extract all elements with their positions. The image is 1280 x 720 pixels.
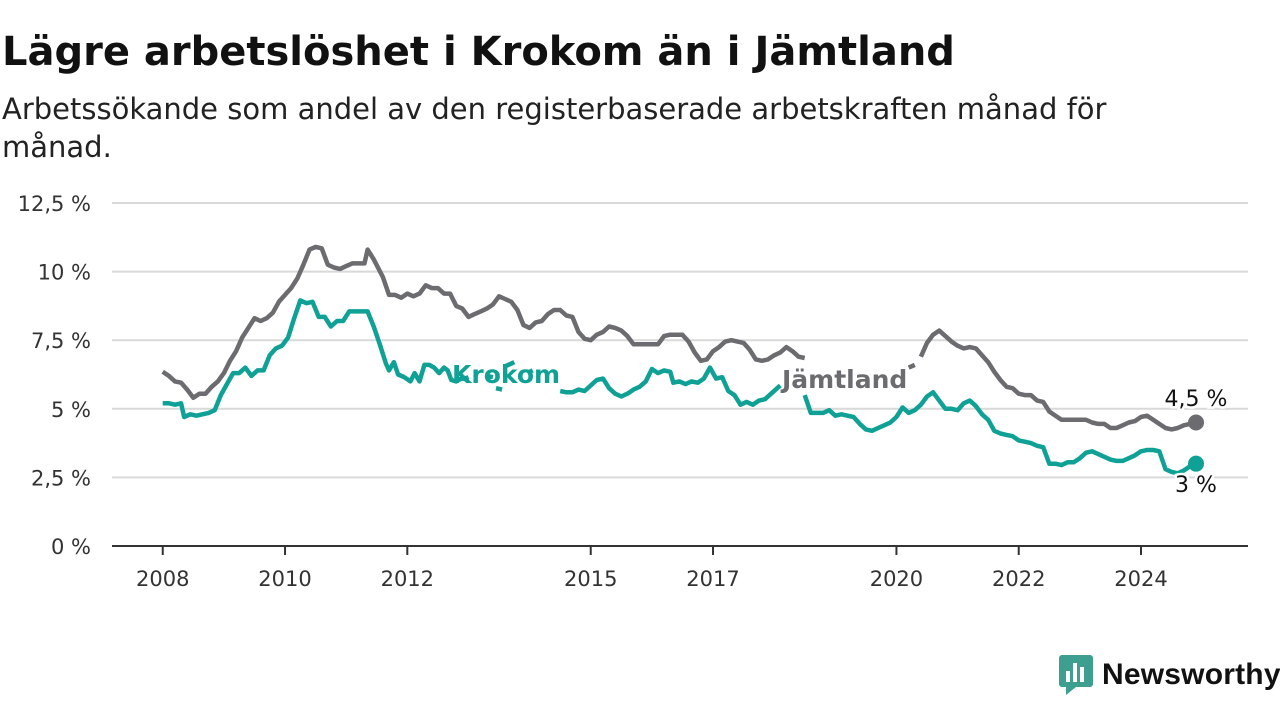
y-tick-label: 7,5 % — [31, 329, 91, 353]
x-tick-label: 2015 — [564, 567, 617, 591]
series-label-jamtland: Jämtland — [780, 365, 907, 394]
series-line-krokom — [162, 298, 1197, 476]
y-axis-tick-labels: 0 % 2,5 % 5 % 7,5 % 10 % 12,5 % — [18, 192, 91, 559]
x-tick-label: 2008 — [136, 567, 189, 591]
x-tick-label: 2022 — [992, 567, 1045, 591]
y-tick-label: 0 % — [51, 535, 91, 559]
series-end-point-jamtland — [1188, 414, 1205, 431]
newsworthy-logo-text: Newsworthy — [1102, 658, 1280, 691]
y-tick-label: 2,5 % — [31, 466, 91, 490]
y-tick-label: 5 % — [51, 398, 91, 422]
series-label-krokom: Krokom — [452, 360, 560, 389]
series-line-jamtland — [161, 244, 1197, 432]
y-tick-label: 12,5 % — [18, 192, 91, 216]
newsworthy-logo-icon — [1059, 655, 1093, 695]
series-end-label-krokom: 3 % — [1175, 473, 1217, 498]
x-tick-label: 2010 — [258, 567, 311, 591]
series-end-point-krokom — [1188, 455, 1205, 472]
chart-title: Lägre arbetslöshet i Krokom än i Jämtlan… — [2, 29, 955, 75]
y-tick-label: 10 % — [38, 261, 91, 285]
x-tick-label: 2020 — [870, 567, 923, 591]
grid-lines — [112, 202, 1248, 479]
newsworthy-logo: Newsworthy — [1058, 653, 1280, 697]
series-labels: Krokom Jämtland 4,5 % 3 % — [452, 360, 1230, 501]
series-lines — [161, 244, 1205, 476]
x-axis: 2008 2010 2012 2015 2017 2020 2022 2024 — [112, 545, 1248, 591]
x-tick-label: 2024 — [1114, 567, 1167, 591]
chart-subtitle: Arbetssökande som andel av den registerb… — [2, 92, 1107, 164]
x-tick-label: 2017 — [686, 567, 739, 591]
x-tick-label: 2012 — [381, 567, 434, 591]
series-end-label-jamtland: 4,5 % — [1165, 387, 1228, 412]
